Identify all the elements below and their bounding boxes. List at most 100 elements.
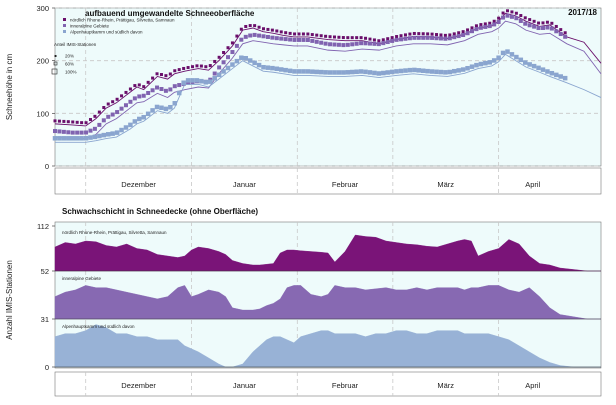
top-series-marker-2 bbox=[212, 76, 217, 81]
top-series-marker-2 bbox=[221, 69, 226, 74]
top-series-marker-0 bbox=[559, 28, 563, 32]
bottom-ytick-label-2: 52 bbox=[41, 267, 49, 276]
top-series-marker-2 bbox=[509, 52, 515, 57]
top-series-marker-2 bbox=[394, 69, 399, 74]
top-series-marker-2 bbox=[128, 122, 133, 128]
top-series-marker-1 bbox=[84, 130, 89, 135]
top-series-marker-0 bbox=[377, 39, 381, 43]
top-series-marker-2 bbox=[452, 68, 457, 74]
top-series-marker-2 bbox=[531, 63, 537, 69]
top-series-marker-1 bbox=[61, 129, 66, 134]
top-series-marker-2 bbox=[554, 72, 559, 78]
top-series-marker-2 bbox=[278, 67, 284, 72]
top-series-marker-0 bbox=[310, 33, 314, 37]
station-share-label-small: 20% bbox=[65, 54, 74, 59]
top-series-marker-2 bbox=[243, 55, 249, 61]
top-series-marker-0 bbox=[466, 28, 470, 32]
top-series-marker-2 bbox=[265, 65, 271, 70]
bottom-month-labels: Dezember Januar Februar März April bbox=[85, 372, 541, 396]
top-series-marker-2 bbox=[150, 108, 155, 113]
top-series-marker-0 bbox=[53, 119, 57, 123]
top-series-marker-0 bbox=[235, 34, 239, 38]
top-series-marker-1 bbox=[292, 37, 297, 42]
bottom-month-label-3: März bbox=[437, 381, 454, 390]
top-series-marker-2 bbox=[194, 78, 200, 83]
top-series-marker-1 bbox=[505, 13, 510, 18]
top-series-marker-2 bbox=[460, 67, 466, 72]
top-series-marker-1 bbox=[425, 35, 430, 40]
top-series-marker-1 bbox=[438, 36, 443, 41]
top-series-marker-2 bbox=[301, 69, 306, 74]
legend-swatch-south bbox=[63, 30, 66, 33]
top-series-marker-2 bbox=[292, 69, 297, 74]
top-series-marker-1 bbox=[305, 37, 310, 42]
top-series-marker-2 bbox=[443, 70, 448, 75]
bottom-area-2 bbox=[54, 324, 601, 368]
top-series-marker-0 bbox=[262, 27, 266, 31]
top-series-marker-2 bbox=[66, 136, 71, 141]
top-series-marker-0 bbox=[275, 29, 279, 33]
top-series-marker-2 bbox=[190, 78, 195, 83]
top-series-marker-1 bbox=[128, 99, 133, 104]
top-series-marker-0 bbox=[350, 36, 354, 40]
top-series-marker-0 bbox=[372, 38, 376, 42]
top-series-marker-1 bbox=[341, 43, 346, 48]
station-share-label-medium: 60% bbox=[65, 62, 74, 67]
top-series-marker-2 bbox=[79, 136, 84, 141]
top-series-marker-1 bbox=[97, 122, 102, 127]
top-series-marker-2 bbox=[225, 65, 231, 71]
top-series-marker-2 bbox=[52, 136, 58, 141]
top-series-marker-2 bbox=[137, 116, 142, 122]
bottom-panel-label-2: Alpenhauptkamm und südlich davon bbox=[62, 324, 135, 329]
top-series-marker-2 bbox=[349, 69, 355, 75]
top-series-marker-1 bbox=[288, 37, 293, 42]
top-series-marker-0 bbox=[386, 37, 390, 41]
bottom-chart-title: Schwachschicht in Schneedecke (ohne Ober… bbox=[62, 207, 258, 216]
top-series-marker-0 bbox=[399, 34, 403, 38]
top-series-marker-2 bbox=[296, 69, 302, 74]
top-series-marker-0 bbox=[421, 32, 425, 36]
top-series-marker-1 bbox=[314, 39, 319, 44]
top-series-marker-2 bbox=[372, 70, 377, 76]
top-series-marker-2 bbox=[478, 61, 484, 67]
top-series-marker-1 bbox=[474, 27, 479, 32]
top-series-marker-2 bbox=[381, 70, 386, 76]
top-series-marker-2 bbox=[389, 69, 395, 75]
top-series-marker-1 bbox=[509, 14, 514, 19]
top-series-marker-2 bbox=[172, 101, 178, 106]
top-series-marker-1 bbox=[385, 40, 390, 45]
top-series-marker-2 bbox=[367, 70, 373, 75]
top-series-marker-2 bbox=[416, 68, 422, 73]
top-series-marker-1 bbox=[532, 24, 537, 29]
top-series-marker-2 bbox=[123, 125, 129, 130]
top-y-axis-label: Schneehöhe in cm bbox=[5, 54, 14, 121]
top-series-marker-2 bbox=[119, 127, 124, 133]
top-series-marker-1 bbox=[88, 128, 93, 133]
top-series-marker-1 bbox=[434, 36, 439, 41]
top-series-marker-2 bbox=[403, 68, 408, 73]
station-share-title: Anteil IMIS-Stationen bbox=[54, 42, 97, 47]
top-series-marker-2 bbox=[163, 106, 169, 112]
top-series-marker-1 bbox=[310, 38, 315, 43]
top-month-label-3: März bbox=[437, 180, 454, 189]
top-series-marker-0 bbox=[124, 90, 128, 94]
top-series-marker-1 bbox=[212, 71, 217, 76]
top-series-marker-1 bbox=[443, 36, 448, 41]
top-series-marker-2 bbox=[434, 69, 439, 75]
top-series-marker-1 bbox=[523, 21, 528, 26]
top-series-marker-0 bbox=[435, 33, 439, 37]
top-series-marker-1 bbox=[53, 129, 57, 134]
top-series-marker-1 bbox=[168, 87, 173, 92]
bottom-month-label-4: April bbox=[525, 381, 540, 390]
top-series-marker-0 bbox=[297, 32, 301, 36]
top-series-markers-1 bbox=[53, 13, 568, 135]
top-series-marker-2 bbox=[407, 67, 413, 73]
top-series-marker-1 bbox=[470, 29, 475, 34]
top-series-marker-1 bbox=[270, 35, 275, 40]
top-series-marker-1 bbox=[283, 37, 288, 42]
top-series-marker-0 bbox=[412, 31, 416, 35]
bottom-ytick-label-0: 0 bbox=[45, 363, 49, 372]
top-series-marker-1 bbox=[452, 35, 457, 40]
station-share-marker-large bbox=[51, 68, 58, 75]
top-series-marker-0 bbox=[230, 41, 234, 45]
